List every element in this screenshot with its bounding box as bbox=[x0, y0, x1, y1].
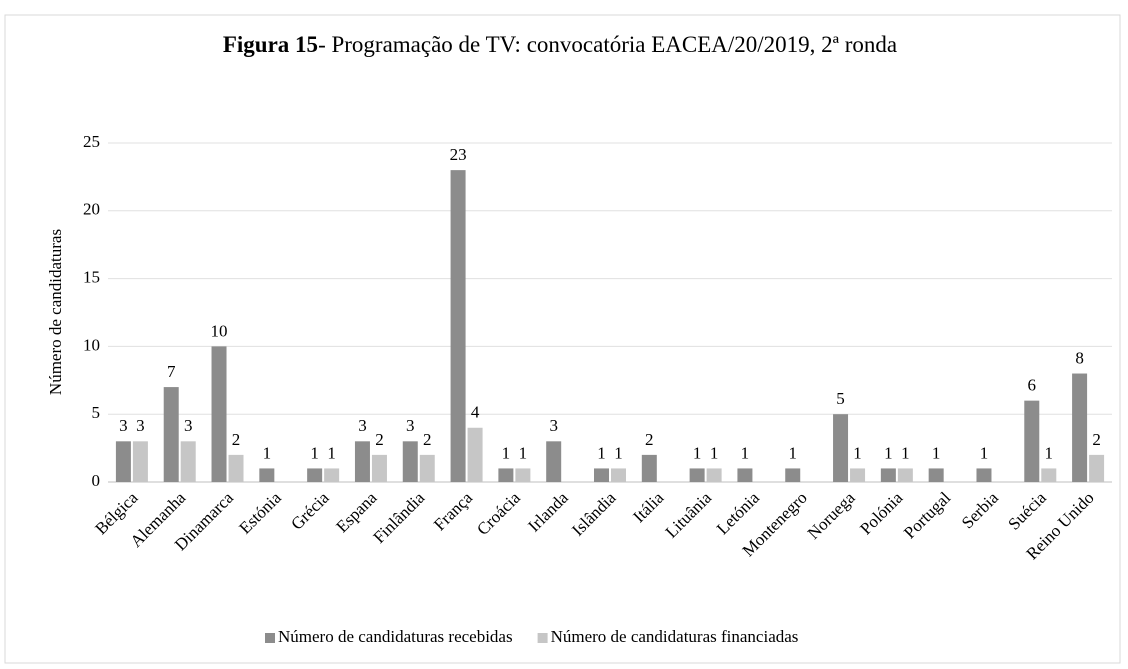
bar bbox=[897, 468, 913, 482]
value-label: 4 bbox=[471, 403, 480, 422]
y-tick-label: 25 bbox=[83, 132, 100, 151]
bar bbox=[307, 468, 323, 482]
legend-swatch bbox=[265, 633, 275, 643]
value-label: 3 bbox=[184, 416, 193, 435]
value-label: 10 bbox=[211, 321, 228, 340]
legend-label: Número de candidaturas financiadas bbox=[551, 627, 799, 646]
value-label: 1 bbox=[788, 443, 797, 462]
bar bbox=[706, 468, 722, 482]
value-label: 2 bbox=[423, 430, 432, 449]
value-label: 1 bbox=[519, 443, 528, 462]
bar bbox=[259, 468, 275, 482]
bar bbox=[371, 454, 387, 482]
bar bbox=[180, 441, 196, 482]
value-label: 3 bbox=[358, 416, 367, 435]
bar bbox=[833, 414, 849, 482]
bar bbox=[228, 454, 244, 482]
value-label: 2 bbox=[645, 430, 654, 449]
value-label: 2 bbox=[232, 430, 241, 449]
value-label: 1 bbox=[1045, 443, 1054, 462]
bar bbox=[689, 468, 705, 482]
value-label: 1 bbox=[980, 443, 989, 462]
title-rest: - Programação de TV: convocatória EACEA/… bbox=[318, 32, 898, 57]
bar bbox=[1089, 454, 1105, 482]
value-label: 8 bbox=[1075, 348, 1084, 367]
bar bbox=[450, 170, 466, 482]
y-axis-label: Número de candidaturas bbox=[46, 229, 65, 395]
bar bbox=[132, 441, 148, 482]
bar bbox=[115, 441, 131, 482]
y-tick-label: 20 bbox=[83, 200, 100, 219]
bar bbox=[467, 427, 483, 482]
chart-title: Figura 15- Programação de TV: convocatór… bbox=[180, 30, 940, 60]
value-label: 6 bbox=[1028, 376, 1037, 395]
value-label: 1 bbox=[932, 443, 941, 462]
value-label: 1 bbox=[853, 443, 862, 462]
value-label: 1 bbox=[741, 443, 750, 462]
value-label: 23 bbox=[450, 145, 467, 164]
value-label: 3 bbox=[136, 416, 145, 435]
value-label: 1 bbox=[597, 443, 606, 462]
value-label: 1 bbox=[310, 443, 319, 462]
bar bbox=[498, 468, 514, 482]
value-label: 1 bbox=[710, 443, 719, 462]
value-label: 3 bbox=[119, 416, 128, 435]
bar bbox=[641, 454, 657, 482]
bar bbox=[211, 346, 227, 482]
value-label: 1 bbox=[263, 443, 272, 462]
bar bbox=[785, 468, 801, 482]
bar bbox=[324, 468, 340, 482]
bar bbox=[354, 441, 370, 482]
legend-swatch bbox=[537, 633, 548, 643]
bar bbox=[515, 468, 531, 482]
bar bbox=[850, 468, 866, 482]
bar bbox=[1041, 468, 1057, 482]
value-label: 1 bbox=[901, 443, 910, 462]
value-label: 2 bbox=[375, 430, 384, 449]
value-label: 3 bbox=[406, 416, 415, 435]
bar bbox=[928, 468, 944, 482]
value-label: 3 bbox=[549, 416, 558, 435]
title-bold: Figura 15 bbox=[222, 32, 319, 57]
value-label: 1 bbox=[327, 443, 336, 462]
value-label: 1 bbox=[693, 443, 702, 462]
value-label: 1 bbox=[502, 443, 511, 462]
value-label: 1 bbox=[884, 443, 893, 462]
bar bbox=[737, 468, 753, 482]
bar bbox=[163, 387, 179, 482]
legend-label: Número de candidaturas recebidas bbox=[278, 627, 513, 646]
value-label: 5 bbox=[836, 389, 845, 408]
bar bbox=[1072, 373, 1088, 482]
y-tick-label: 15 bbox=[83, 268, 100, 287]
bar bbox=[880, 468, 896, 482]
bar bbox=[611, 468, 626, 482]
value-label: 2 bbox=[1092, 430, 1101, 449]
y-tick-label: 5 bbox=[92, 403, 101, 422]
bar bbox=[1024, 400, 1040, 482]
bar bbox=[402, 441, 418, 482]
bar bbox=[419, 454, 435, 482]
bar bbox=[546, 441, 562, 482]
value-label: 1 bbox=[614, 443, 623, 462]
y-tick-label: 0 bbox=[92, 471, 101, 490]
value-label: 7 bbox=[167, 362, 176, 381]
bar bbox=[976, 468, 992, 482]
y-tick-label: 10 bbox=[83, 335, 100, 354]
chart-border bbox=[4, 14, 1121, 664]
bar bbox=[594, 468, 609, 482]
